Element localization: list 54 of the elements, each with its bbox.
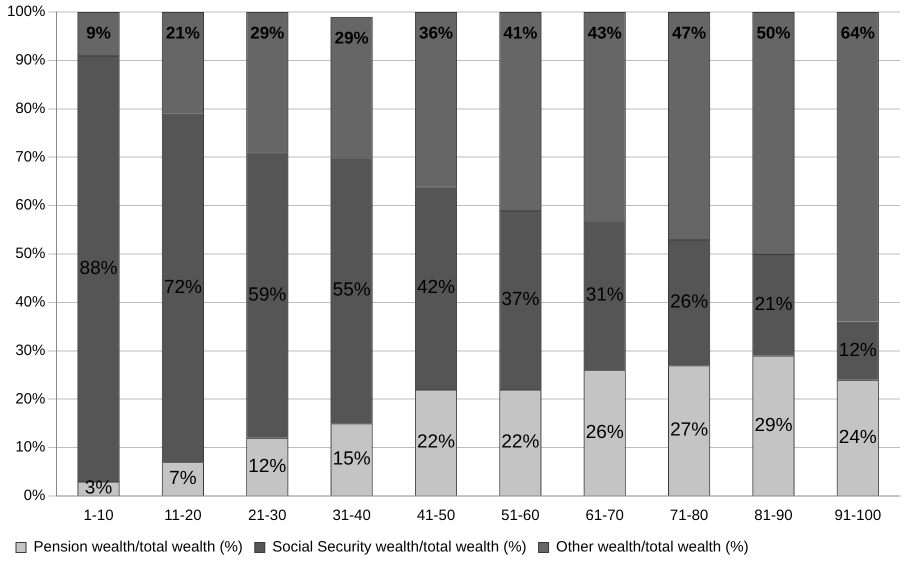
data-label: 29% [334, 28, 369, 48]
x-tick-label: 91-100 [834, 507, 882, 524]
y-tick-label: 80% [15, 100, 46, 117]
x-tick-label: 11-20 [164, 507, 202, 524]
data-label: 21% [166, 24, 200, 43]
y-tick-label: 10% [15, 438, 46, 456]
data-label: 36% [418, 24, 454, 43]
data-label: 22% [501, 432, 540, 453]
legend-label: Social Security wealth/total wealth (%) [272, 538, 527, 556]
data-label: 43% [588, 24, 622, 43]
y-tick-label: 20% [15, 390, 46, 408]
data-label: 12% [248, 456, 286, 477]
data-label: 29% [754, 414, 793, 436]
x-tick-label: 21-30 [248, 507, 286, 524]
data-label: 42% [416, 277, 456, 298]
data-label: 50% [756, 24, 790, 43]
x-tick-label: 41-50 [416, 507, 456, 524]
data-label: 21% [754, 294, 793, 316]
data-label: 3% [84, 478, 112, 499]
data-label: 72% [164, 277, 202, 298]
y-tick-label: 30% [15, 342, 46, 359]
data-label: 26% [670, 292, 708, 313]
data-label: 41% [503, 24, 538, 43]
data-label: 31% [586, 284, 624, 306]
legend-label: Other wealth/total wealth (%) [556, 538, 749, 556]
y-tick-label: 70% [15, 148, 46, 166]
y-tick-label: 0% [24, 487, 46, 504]
x-tick-label: 31-40 [332, 507, 371, 524]
y-tick-label: 60% [15, 196, 46, 214]
data-label: 27% [670, 420, 708, 441]
x-tick-label: 1-10 [84, 507, 114, 524]
data-label: 15% [332, 448, 371, 470]
data-label: 26% [586, 422, 624, 444]
data-label: 24% [838, 426, 877, 448]
y-tick-label: 100% [6, 3, 46, 20]
x-tick-label: 81-90 [754, 507, 793, 524]
x-tick-label: 71-80 [670, 507, 708, 524]
data-label: 29% [250, 24, 284, 43]
data-label: 22% [416, 432, 456, 453]
y-tick-label: 40% [15, 294, 46, 311]
x-tick-label: 51-60 [501, 507, 540, 524]
y-tick-label: 50% [15, 245, 46, 262]
data-label: 47% [672, 24, 706, 43]
legend-label: Pension wealth/total wealth (%) [34, 538, 243, 556]
data-label: 88% [80, 258, 118, 279]
data-label: 9% [86, 23, 111, 42]
data-label: 59% [248, 284, 286, 306]
data-label: 55% [332, 280, 371, 301]
data-label: 37% [501, 289, 540, 310]
data-label: 12% [838, 340, 877, 362]
data-label: 64% [840, 24, 875, 43]
x-tick-label: 61-70 [586, 507, 624, 524]
y-tick-label: 90% [15, 52, 46, 69]
data-label: 7% [169, 468, 197, 490]
